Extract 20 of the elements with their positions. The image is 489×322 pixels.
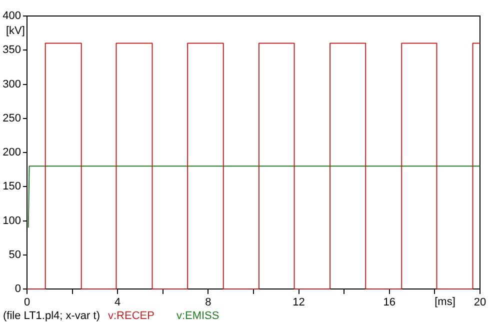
y-tick-label: 0 (14, 283, 21, 296)
x-tick-label: 4 (114, 296, 121, 309)
text: v:EMISS (176, 310, 220, 322)
y-tick-label: 350 (2, 44, 21, 56)
x-tick-label: 8 (205, 296, 212, 309)
x-tick-label: 20 (474, 296, 486, 309)
y-tick-label: 50 (8, 248, 21, 261)
y-tick-label: 200 (2, 146, 21, 159)
x-tick-label: 0 (24, 296, 30, 309)
x-tick-label: 16 (383, 296, 396, 309)
y-tick-label: 400 (2, 10, 21, 22)
y-tick-label: 300 (2, 78, 21, 90)
y-axis-title: [kV] (6, 25, 25, 37)
x-tick-label: 12 (292, 296, 305, 309)
text: (file LT1.pl4; x-var t) (3, 310, 100, 322)
y-tick-label: 150 (2, 180, 21, 193)
y-tick-label: 250 (2, 112, 21, 124)
series-label: v:RECEP (108, 310, 154, 322)
y-tick-label: 100 (2, 214, 21, 227)
x-axis-title: [ms] (434, 296, 456, 308)
